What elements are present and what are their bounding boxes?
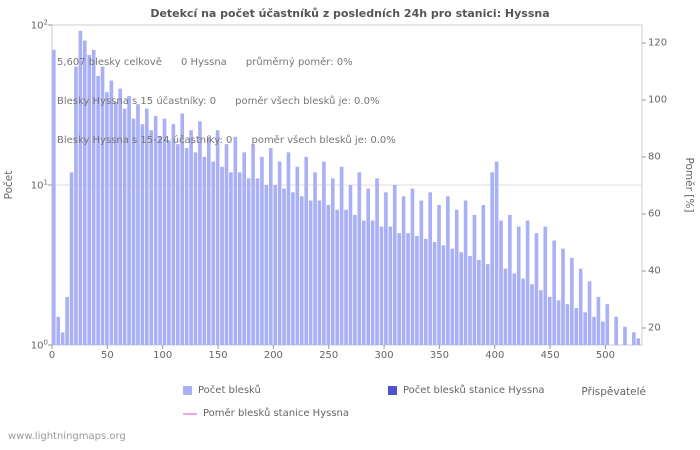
legend-label-total: Počet blesků — [198, 385, 261, 396]
legend-swatch-station-icon — [388, 386, 397, 395]
stats-annotations: 5,607 blesky celkově 0 Hyssna průměrný p… — [57, 30, 396, 173]
stats-line-15: Blesky Hyssna s 15 účastníky: 0 poměr vš… — [57, 96, 380, 107]
site-url-text: www.lightningmaps.org — [8, 431, 126, 442]
legend-label-station: Počet blesků stanice Hyssna — [403, 385, 545, 396]
stats-line-totals: 5,607 blesky celkově 0 Hyssna průměrný p… — [57, 57, 353, 68]
legend-item-ratio: Poměr blesků stanice Hyssna — [183, 408, 349, 419]
chart-title: Detekcí na počet účastníků z posledních … — [150, 7, 550, 20]
legend-item-station: Počet blesků stanice Hyssna — [388, 385, 545, 396]
y-axis-right-title: Poměr [%] — [683, 157, 695, 213]
x-axis-title: Přispěvatelé — [581, 386, 646, 398]
legend-item-total: Počet blesků — [183, 385, 261, 396]
legend-swatch-ratio-line-icon — [183, 412, 197, 415]
stats-line-15-24: Blesky Hyssna s 15-24 účastníky: 0 poměr… — [57, 135, 396, 146]
legend-label-ratio: Poměr blesků stanice Hyssna — [203, 408, 349, 419]
legend-swatch-total-icon — [183, 386, 192, 395]
y-axis-left-title: Počet — [3, 170, 15, 200]
